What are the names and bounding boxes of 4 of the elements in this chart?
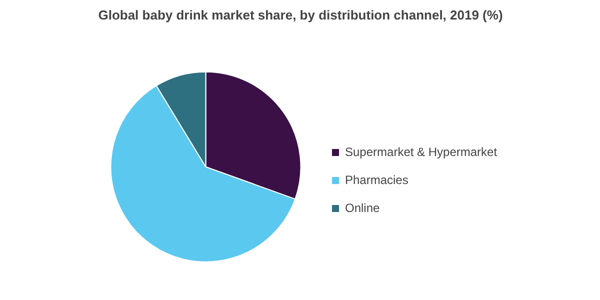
legend-label: Online [345, 201, 380, 215]
chart-title: Global baby drink market share, by distribution channel, 2019 (%) [98, 8, 503, 22]
legend-label: Pharmacies [345, 173, 408, 187]
legend-label: Supermarket & Hypermarket [345, 145, 498, 159]
